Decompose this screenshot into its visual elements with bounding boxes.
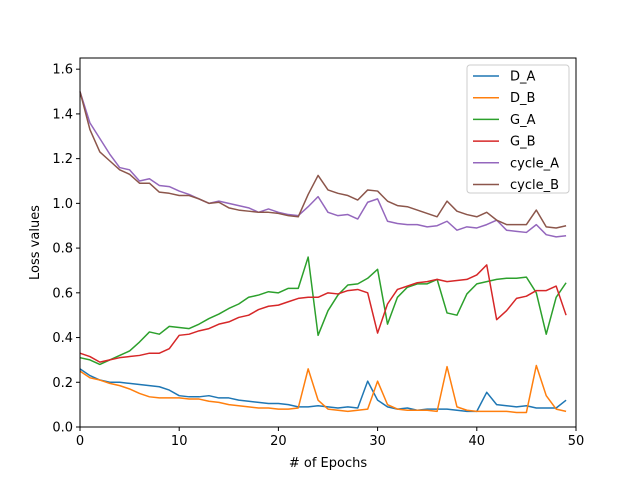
y-tick-label: 0.4 (52, 331, 73, 346)
legend: D_A D_B G_A G_B cycle_A cycle_B (466, 64, 570, 194)
legend-label: cycle_A (510, 156, 559, 171)
x-tick-label: 40 (469, 434, 486, 449)
series-line-cycle-b (79, 91, 567, 229)
y-tick-label: 1.0 (52, 197, 73, 212)
legend-label: cycle_B (510, 178, 559, 193)
y-axis-label: Loss values (28, 205, 43, 280)
x-tick-label: 20 (270, 434, 287, 449)
y-tick-label: 0.0 (52, 421, 73, 436)
legend-label: G_B (510, 135, 536, 150)
x-axis-ticks: 0 10 20 30 40 50 (76, 427, 584, 449)
x-tick-label: 30 (369, 434, 386, 449)
series-line-d-a (79, 368, 567, 413)
y-tick-label: 0.2 (52, 376, 73, 391)
y-axis-ticks: 0.0 0.2 0.4 0.6 0.8 1.0 1.2 1.4 1.6 (52, 63, 80, 436)
series-line-cycle-a (79, 91, 567, 238)
x-tick-label: 10 (171, 434, 188, 449)
y-tick-label: 1.2 (52, 152, 73, 167)
plot-area: 0 10 20 30 40 50 0.0 0.2 0.4 0.6 0.8 1.0 1.2 1.4 1.6 (52, 57, 584, 449)
series-line-g-a (79, 256, 567, 366)
legend-label: D_A (510, 70, 536, 85)
y-tick-label: 0.8 (52, 242, 73, 257)
x-axis-label: # of Epochs (289, 456, 367, 471)
y-tick-label: 1.4 (52, 107, 73, 122)
y-tick-label: 0.6 (52, 286, 73, 301)
x-tick-label: 0 (76, 434, 84, 449)
series-layer (79, 91, 567, 414)
y-tick-label: 1.6 (52, 63, 73, 78)
series-line-d-b (79, 364, 567, 414)
series-line-g-b (79, 264, 567, 363)
x-tick-label: 50 (568, 434, 585, 449)
axes-frame (79, 57, 577, 428)
legend-label: D_B (510, 91, 535, 106)
legend-label: G_A (510, 113, 536, 128)
